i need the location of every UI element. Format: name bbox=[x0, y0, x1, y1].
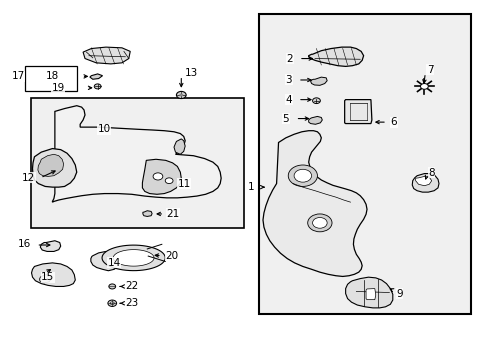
Text: 10: 10 bbox=[98, 124, 111, 134]
Polygon shape bbox=[83, 47, 130, 64]
Circle shape bbox=[287, 165, 317, 186]
Polygon shape bbox=[40, 241, 61, 251]
Text: 18: 18 bbox=[45, 71, 59, 81]
Text: 15: 15 bbox=[41, 272, 54, 282]
Polygon shape bbox=[52, 106, 221, 202]
Circle shape bbox=[176, 91, 186, 99]
Polygon shape bbox=[38, 154, 63, 176]
Text: 9: 9 bbox=[395, 289, 402, 298]
Circle shape bbox=[312, 98, 320, 104]
Circle shape bbox=[293, 169, 311, 182]
Circle shape bbox=[110, 302, 114, 305]
Polygon shape bbox=[174, 139, 185, 154]
Circle shape bbox=[94, 84, 101, 89]
Polygon shape bbox=[411, 174, 438, 192]
Circle shape bbox=[153, 173, 163, 180]
Text: 22: 22 bbox=[125, 282, 138, 292]
Polygon shape bbox=[32, 149, 77, 187]
Polygon shape bbox=[90, 74, 102, 79]
Polygon shape bbox=[113, 249, 154, 266]
Bar bbox=[30, 98, 244, 228]
Circle shape bbox=[312, 217, 326, 228]
Text: 1: 1 bbox=[247, 182, 254, 192]
Text: 14: 14 bbox=[107, 258, 121, 268]
Text: 5: 5 bbox=[282, 113, 288, 123]
Text: 19: 19 bbox=[51, 83, 64, 93]
Text: 4: 4 bbox=[285, 95, 291, 105]
Text: 23: 23 bbox=[125, 298, 138, 308]
Polygon shape bbox=[366, 289, 375, 300]
Polygon shape bbox=[310, 77, 326, 85]
Polygon shape bbox=[415, 176, 431, 186]
Bar bbox=[25, 66, 77, 91]
Text: 7: 7 bbox=[426, 65, 432, 75]
Polygon shape bbox=[263, 131, 366, 276]
Polygon shape bbox=[142, 159, 181, 194]
Circle shape bbox=[420, 84, 427, 89]
Text: 16: 16 bbox=[18, 239, 31, 249]
Polygon shape bbox=[308, 47, 363, 66]
Text: 20: 20 bbox=[165, 251, 179, 261]
Text: 6: 6 bbox=[389, 117, 396, 127]
Bar bbox=[259, 14, 469, 314]
Circle shape bbox=[108, 300, 116, 306]
Polygon shape bbox=[91, 251, 119, 271]
Circle shape bbox=[165, 178, 173, 184]
Polygon shape bbox=[142, 211, 152, 216]
Polygon shape bbox=[344, 100, 371, 123]
Polygon shape bbox=[31, 263, 75, 287]
Circle shape bbox=[307, 214, 331, 232]
Polygon shape bbox=[308, 116, 322, 124]
Circle shape bbox=[179, 94, 183, 96]
Polygon shape bbox=[39, 275, 51, 283]
Text: 8: 8 bbox=[427, 168, 434, 178]
Text: 2: 2 bbox=[286, 54, 292, 64]
Circle shape bbox=[109, 284, 116, 289]
Text: 11: 11 bbox=[177, 179, 190, 189]
Text: 3: 3 bbox=[285, 75, 291, 85]
Text: 21: 21 bbox=[166, 209, 180, 219]
Text: 17: 17 bbox=[11, 71, 25, 81]
Text: 13: 13 bbox=[185, 68, 198, 78]
Text: 12: 12 bbox=[22, 173, 35, 183]
Polygon shape bbox=[102, 245, 165, 271]
Polygon shape bbox=[345, 277, 392, 308]
